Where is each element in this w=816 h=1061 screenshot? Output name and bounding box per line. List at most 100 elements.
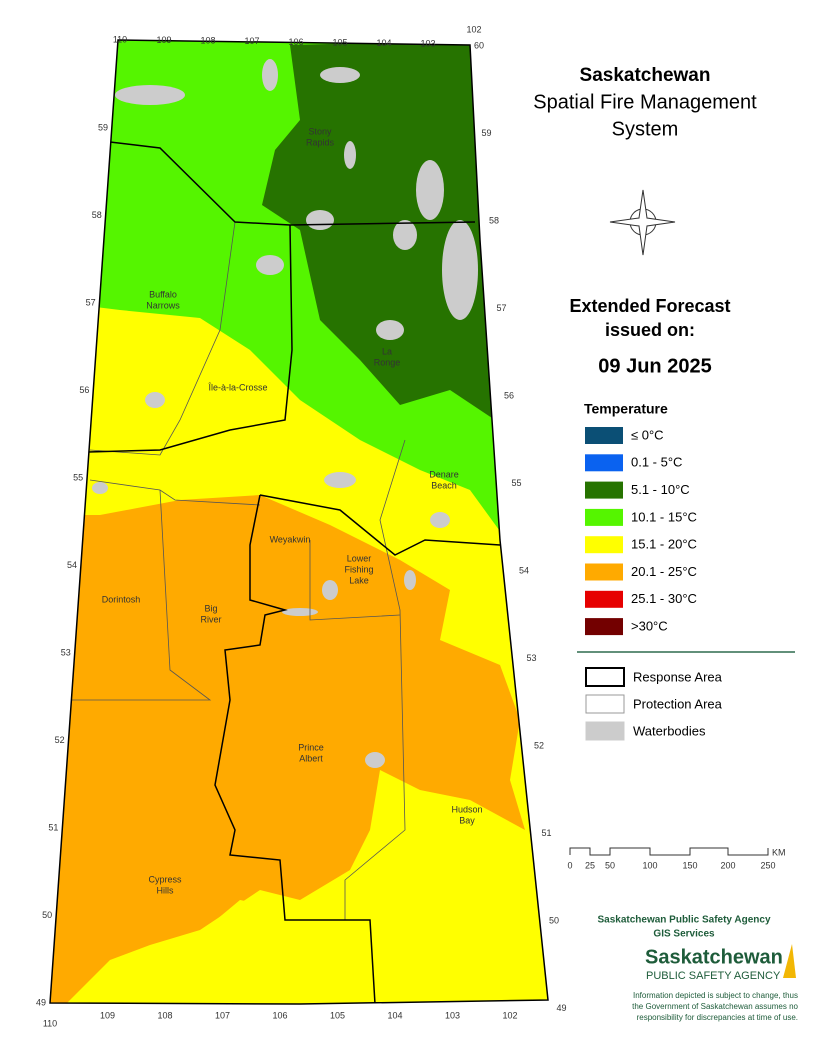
response-boundary — [214, 494, 376, 1004]
boundary-swatch — [585, 694, 625, 714]
disclaimer: the Government of Saskatchewan assumes n… — [632, 1002, 798, 1011]
boundary-swatch — [585, 721, 625, 741]
place-label: La — [382, 346, 392, 356]
place-label: Ronge — [374, 357, 401, 367]
waterbody — [393, 220, 417, 250]
place-label: Big — [204, 603, 217, 613]
place-label: Île-à-la-Crosse — [207, 382, 267, 392]
place-label: Fishing — [344, 564, 373, 574]
waterbody — [145, 392, 165, 408]
waterbody — [344, 141, 356, 169]
subtitle: System — [612, 118, 679, 140]
latitude-label: 56 — [504, 390, 514, 400]
boundary-label: Protection Area — [633, 696, 723, 711]
longitude-label: 105 — [330, 1010, 345, 1020]
place-label: Dorintosh — [102, 594, 141, 604]
response-boundary — [109, 141, 476, 226]
waterbody — [430, 512, 450, 528]
response-boundary — [259, 494, 501, 556]
place-label: Bay — [459, 815, 475, 825]
latitude-label: 51 — [542, 828, 552, 838]
agency-name: Saskatchewan Public Safety Agency — [597, 915, 770, 926]
scale-unit: KM — [772, 847, 786, 857]
legend-swatch — [585, 454, 623, 472]
latitude-label: 53 — [527, 653, 537, 663]
latitude-label: 49 — [36, 997, 46, 1007]
legend-title: Temperature — [584, 401, 668, 417]
legend-swatch — [585, 508, 623, 526]
latitude-label: 60 — [474, 40, 484, 50]
place-label: Rapids — [306, 137, 335, 147]
scale-label: 50 — [605, 860, 615, 870]
longitude-label: 109 — [100, 1010, 115, 1020]
scale-label: 250 — [760, 860, 775, 870]
place-label: Cypress — [148, 874, 182, 884]
legend-label: ≤ 0°C — [631, 427, 664, 442]
legend-label: 5.1 - 10°C — [631, 482, 690, 497]
boundary-swatch — [585, 667, 625, 687]
protection-boundary — [309, 540, 401, 621]
response-boundary — [87, 224, 293, 453]
place-label: Hudson — [451, 804, 482, 814]
longitude-label: 106 — [288, 37, 303, 47]
boundary-label: Response Area — [633, 669, 723, 684]
zone — [50, 495, 525, 1004]
place-label: Beach — [431, 480, 457, 490]
longitude-label: 107 — [244, 36, 259, 46]
zone — [262, 40, 495, 420]
waterbody — [416, 160, 444, 220]
latitude-label: 50 — [549, 915, 559, 925]
waterbody — [376, 320, 404, 340]
forecast-heading: issued on: — [605, 320, 695, 340]
latitude-label: 54 — [67, 560, 77, 570]
legend-label: 0.1 - 5°C — [631, 455, 682, 470]
legend-swatch — [585, 618, 623, 636]
map — [50, 40, 548, 1004]
latitude-label: 57 — [86, 297, 96, 307]
forecast-date: 09 Jun 2025 — [598, 355, 711, 377]
scale-bar — [569, 847, 769, 856]
boundary-label: Waterbodies — [633, 723, 706, 738]
waterbody — [365, 752, 385, 768]
waterbody — [322, 580, 338, 600]
scale-label: 0 — [567, 860, 572, 870]
latitude-label: 59 — [482, 128, 492, 138]
legend-swatch — [585, 427, 623, 444]
legend-label: 15.1 - 20°C — [631, 537, 697, 552]
waterbody — [115, 85, 185, 105]
waterbody — [404, 570, 416, 590]
forecast-heading: Extended Forecast — [569, 296, 730, 316]
longitude-label: 108 — [200, 36, 215, 46]
logo-sub: PUBLIC SAFETY AGENCY — [646, 970, 781, 982]
latitude-label: 58 — [489, 215, 499, 225]
protection-boundary — [89, 479, 261, 506]
longitude-label: 109 — [156, 35, 171, 45]
latitude-label: 53 — [61, 647, 71, 657]
waterbody — [282, 608, 318, 616]
place-label: Buffalo — [149, 289, 177, 299]
waterbody — [306, 210, 334, 230]
latitude-label: 58 — [92, 210, 102, 220]
province-outline — [49, 39, 549, 1005]
legend-label: 20.1 - 25°C — [631, 564, 697, 579]
disclaimer: responsibility for discrepancies at time… — [637, 1013, 798, 1022]
place-label: Weyakwin — [270, 534, 311, 544]
logo-mark — [783, 944, 796, 978]
latitude-label: 54 — [519, 565, 529, 575]
scale-label: 200 — [720, 860, 735, 870]
logo-name: Saskatchewan — [645, 946, 783, 968]
place-label: Lake — [349, 575, 369, 585]
waterbody — [320, 67, 360, 83]
latitude-label: 57 — [497, 303, 507, 313]
legend-swatch — [585, 563, 623, 581]
longitude-label: 105 — [332, 37, 347, 47]
place-label: Denare — [429, 469, 459, 479]
latitude-label: 55 — [73, 472, 83, 482]
place-label: Lower — [347, 553, 372, 563]
longitude-label: 110 — [43, 1018, 57, 1028]
longitude-label: 108 — [157, 1010, 172, 1020]
legend-swatch — [585, 481, 623, 499]
waterbody — [442, 220, 478, 320]
